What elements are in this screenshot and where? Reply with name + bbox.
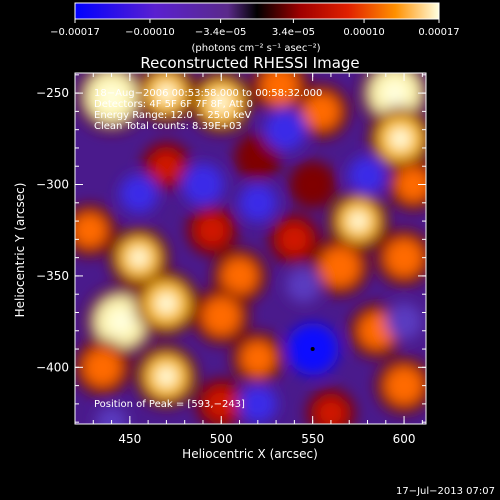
heatmap-source xyxy=(243,142,273,172)
heatmap-source-core xyxy=(156,366,177,387)
colorbar-tick-label: −3.4e−05 xyxy=(195,27,247,38)
heatmap-source xyxy=(303,92,341,130)
annotation-peak-position: Position of Peak = [593,−243] xyxy=(94,399,245,410)
heatmap-source xyxy=(238,384,278,424)
heatmap-source xyxy=(348,155,387,195)
heatmap-source xyxy=(384,366,424,406)
annotation-energy-range: Energy Range: 12.0 − 25.0 keV xyxy=(94,110,251,121)
colorbar-tick-label: −0.00017 xyxy=(50,27,100,38)
plot-frame xyxy=(74,72,427,425)
colorbar-tick-label: −0.00010 xyxy=(125,27,175,38)
heatmap-source xyxy=(75,212,108,248)
heatmap-source xyxy=(319,246,361,288)
annotation-detectors: Detectors: 4F 5F 6F 7F 8F, Att 0 xyxy=(94,99,253,110)
colorbar-tick-label: 0.00017 xyxy=(418,27,459,38)
heatmap-source xyxy=(221,257,259,295)
heatmap-source-core xyxy=(129,248,149,268)
x-axis-label: Heliocentric X (arcsec) xyxy=(182,447,318,461)
y-axis: −250 −300 −350 −400 xyxy=(36,74,426,423)
heatmap-source xyxy=(195,213,229,247)
heatmap-source xyxy=(83,347,122,387)
heatmap-source-core xyxy=(99,85,124,109)
heatmap-source xyxy=(285,267,322,303)
heatmap-source xyxy=(315,397,347,424)
colorbar: −0.00017 −0.00010 −3.4e−05 3.4e−05 0.00010 0.… xyxy=(50,2,460,54)
heatmap-source-core xyxy=(155,292,177,314)
colorbar-gradient xyxy=(74,2,440,20)
heatmap-source xyxy=(260,73,300,106)
y-tick-label: −400 xyxy=(36,360,69,374)
colorbar-units: (photons cm⁻² s⁻¹ asec⁻²) xyxy=(191,43,320,54)
heatmap-source xyxy=(277,222,311,256)
annotations: 18−Aug−2006 00:53:58.000 to 00:58:32.000… xyxy=(94,88,322,410)
heatmap-source xyxy=(181,163,225,206)
y-tick-label: −350 xyxy=(36,269,69,283)
colorbar-tick-label: 3.4e−05 xyxy=(272,27,315,38)
x-tick-label: 500 xyxy=(210,432,233,446)
y-tick-label: −300 xyxy=(36,178,69,192)
heatmap-source-core xyxy=(156,83,176,103)
heatmap-markers xyxy=(310,347,315,352)
heatmap-source xyxy=(150,150,183,182)
marker-point xyxy=(310,347,315,352)
heatmap-source xyxy=(204,387,238,421)
heatmap-source-core xyxy=(109,309,133,334)
heatmap-source xyxy=(384,238,424,278)
heatmap-source xyxy=(119,174,159,214)
annotation-clean-counts: Clean Total counts: 8.39E+03 xyxy=(94,121,242,132)
colorbar-ticks: −0.00017 −0.00010 −3.4e−05 3.4e−05 0.00010 0.… xyxy=(50,19,460,38)
heatmap-source xyxy=(240,340,276,376)
x-tick-label: 450 xyxy=(118,432,141,446)
heatmap-source xyxy=(95,406,128,424)
heatmap-source-core xyxy=(348,211,368,231)
x-axis: 450 500 550 600 xyxy=(92,73,423,446)
heatmap-source xyxy=(201,296,241,336)
colorbar-tick-label: 0.00010 xyxy=(343,27,384,38)
y-tick-label: −250 xyxy=(36,86,69,100)
heatmap-source xyxy=(395,166,426,203)
heatmap-source xyxy=(297,169,328,200)
footer-timestamp: 17−Jul−2013 07:07 xyxy=(396,486,495,497)
plot-area xyxy=(75,73,426,424)
y-axis-label: Heliocentric Y (arcsec) xyxy=(13,183,27,318)
annotation-time-range: 18−Aug−2006 00:53:58.000 to 00:58:32.000 xyxy=(94,88,322,99)
heatmap-source xyxy=(238,183,278,223)
heatmap-source xyxy=(385,303,423,341)
x-tick-label: 600 xyxy=(393,432,416,446)
heatmap-source-core xyxy=(383,81,407,105)
x-tick-label: 550 xyxy=(301,432,324,446)
heatmap-source-core xyxy=(211,92,232,113)
heatmap-source xyxy=(263,108,307,151)
heatmap-source-core xyxy=(389,128,411,150)
chart-title: Reconstructed RHESSI Image xyxy=(140,54,359,72)
heatmap-sources xyxy=(75,73,426,424)
